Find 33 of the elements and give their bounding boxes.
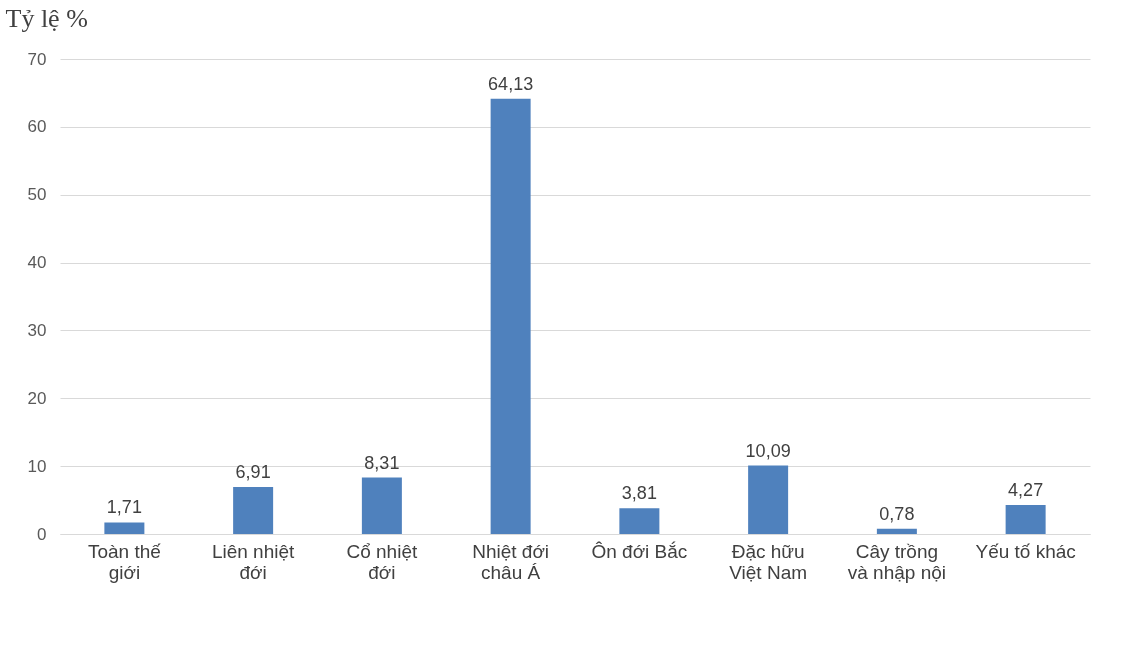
y-tick-label: 70 bbox=[27, 49, 47, 69]
data-label: 6,91 bbox=[235, 462, 271, 483]
y-tick-label: 20 bbox=[27, 388, 47, 408]
data-label: 64,13 bbox=[488, 73, 534, 94]
data-label: 10,09 bbox=[745, 440, 791, 461]
y-tick-label: 50 bbox=[27, 185, 47, 205]
bar bbox=[748, 465, 789, 534]
x-tick-label: Yếu tố khác bbox=[975, 540, 1076, 562]
y-tick-label: 40 bbox=[27, 253, 47, 273]
x-tick-label: Nhiệt đới châu Á bbox=[472, 540, 550, 583]
x-tick-label: Toàn thế giới bbox=[87, 540, 162, 583]
bar bbox=[490, 98, 531, 534]
data-label: 1,71 bbox=[106, 497, 142, 518]
y-tick-label: 0 bbox=[37, 524, 47, 544]
y-tick-label: 60 bbox=[27, 117, 47, 137]
bar bbox=[1005, 505, 1046, 534]
y-axis-title: Tỷ lệ % bbox=[5, 3, 88, 33]
x-tick-label: Liên nhiệt đới bbox=[211, 540, 296, 583]
x-tick-label: Ôn đới Bắc bbox=[591, 540, 688, 562]
data-label: 3,81 bbox=[621, 483, 657, 504]
bar bbox=[361, 477, 402, 534]
bar bbox=[876, 528, 917, 534]
data-label: 4,27 bbox=[1008, 480, 1044, 501]
x-tick-label: Cổ nhiệt đới bbox=[346, 540, 418, 583]
bar bbox=[104, 522, 145, 534]
y-tick-label: 10 bbox=[27, 456, 47, 476]
x-tick-label: Đặc hữu Việt Nam bbox=[729, 540, 808, 583]
data-label: 0,78 bbox=[879, 503, 915, 524]
bar bbox=[619, 508, 660, 534]
x-tick-label: Cây trồng và nhập nội bbox=[847, 540, 946, 583]
bar bbox=[233, 487, 274, 534]
y-tick-label: 30 bbox=[27, 320, 47, 340]
data-label: 8,31 bbox=[364, 452, 400, 473]
